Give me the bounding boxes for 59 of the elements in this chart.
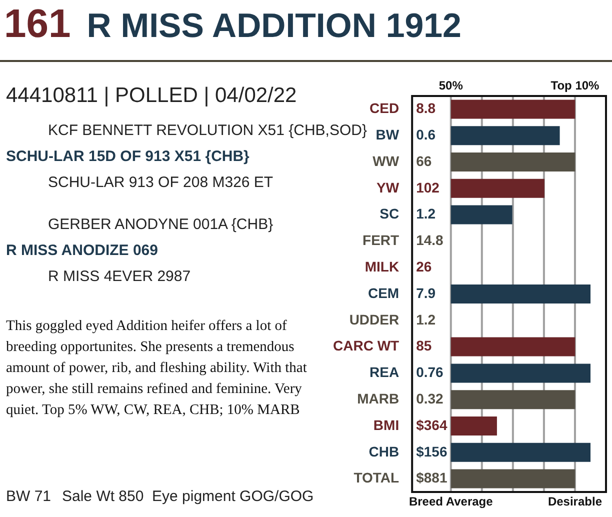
text: Sale Wt 850 — [62, 488, 144, 505]
text: R MISS 4EVER 2987 — [48, 268, 191, 285]
text: 85 — [416, 338, 432, 354]
text: KCF BENNETT REVOLUTION X51 {CHB,SOD} — [48, 122, 367, 139]
text: $364 — [416, 416, 448, 433]
text: Breed Average — [408, 494, 494, 508]
y-tick-label: MILK — [364, 258, 400, 274]
text: 0.76 — [416, 364, 444, 380]
bar — [450, 126, 560, 146]
text: 66 — [416, 152, 432, 169]
y-tick-label: MARB — [357, 390, 400, 406]
y-tick-label: BW — [376, 126, 400, 142]
bar — [450, 364, 590, 383]
y-tick-label: CEM — [368, 284, 400, 301]
text: GERBER ANODYNE 001A {CHB} — [48, 216, 274, 233]
text: SCHU-LAR 913 OF 208 M326 ET — [48, 174, 274, 191]
text: 44410811 | POLLED | 04/02/22 — [6, 84, 297, 108]
bar — [450, 442, 590, 462]
y-tick-label: CED — [370, 100, 400, 116]
bar — [450, 178, 544, 198]
text: 7.9 — [416, 284, 436, 301]
y-tick-label: CHB — [368, 443, 400, 460]
y-tick-label: UDDER — [349, 311, 400, 328]
text: 102 — [416, 179, 440, 196]
text: 50% — [438, 78, 464, 92]
text: 14.8 — [416, 232, 444, 248]
text: 8.8 — [416, 100, 436, 116]
y-tick-label: FERT — [362, 232, 400, 248]
text: 0.6 — [416, 126, 436, 142]
bar — [450, 337, 576, 356]
text: R MISS ANODIZE 069 — [6, 242, 158, 259]
text: This goggled eyed Addition heifer offers a lot of breeding opportunites. She presents a tremendous amount of power, rib, and fleshing ability. With that power, she still remains refined and feminine. Very quiet. Top 5% WW, CW, REA, CHB; 10% MARB — [6, 317, 308, 420]
text: Top 10% — [550, 78, 600, 92]
y-tick-label: WW — [372, 152, 400, 169]
text: Desirable — [548, 494, 602, 508]
text: 0.32 — [416, 390, 444, 406]
text: Eye pigment GOG/GOG — [152, 488, 314, 505]
bar — [450, 100, 576, 119]
text: 1.2 — [416, 311, 436, 328]
text: 26 — [416, 258, 432, 274]
text: 161 — [4, 2, 71, 46]
chart-subtitle: R MISS ADDITION 1912 — [86, 7, 462, 45]
y-tick-label: TOTAL — [354, 470, 400, 486]
y-tick-label: YW — [376, 179, 400, 196]
bar — [450, 416, 497, 436]
text: SCHU-LAR 15D OF 913 X51 {CHB} — [6, 148, 250, 165]
y-tick-label: REA — [370, 364, 400, 380]
text: 1.2 — [416, 206, 436, 222]
y-tick-label: SC — [380, 206, 400, 222]
bar — [450, 284, 590, 304]
y-tick-label: CARC WT — [332, 338, 400, 354]
y-tick-label: BMI — [373, 416, 400, 433]
bar — [450, 469, 576, 488]
bar — [450, 390, 576, 410]
text: $156 — [416, 443, 448, 460]
text: BW 71 — [6, 488, 52, 505]
bar — [450, 205, 512, 224]
text: $881 — [416, 470, 448, 486]
bar — [450, 152, 576, 172]
